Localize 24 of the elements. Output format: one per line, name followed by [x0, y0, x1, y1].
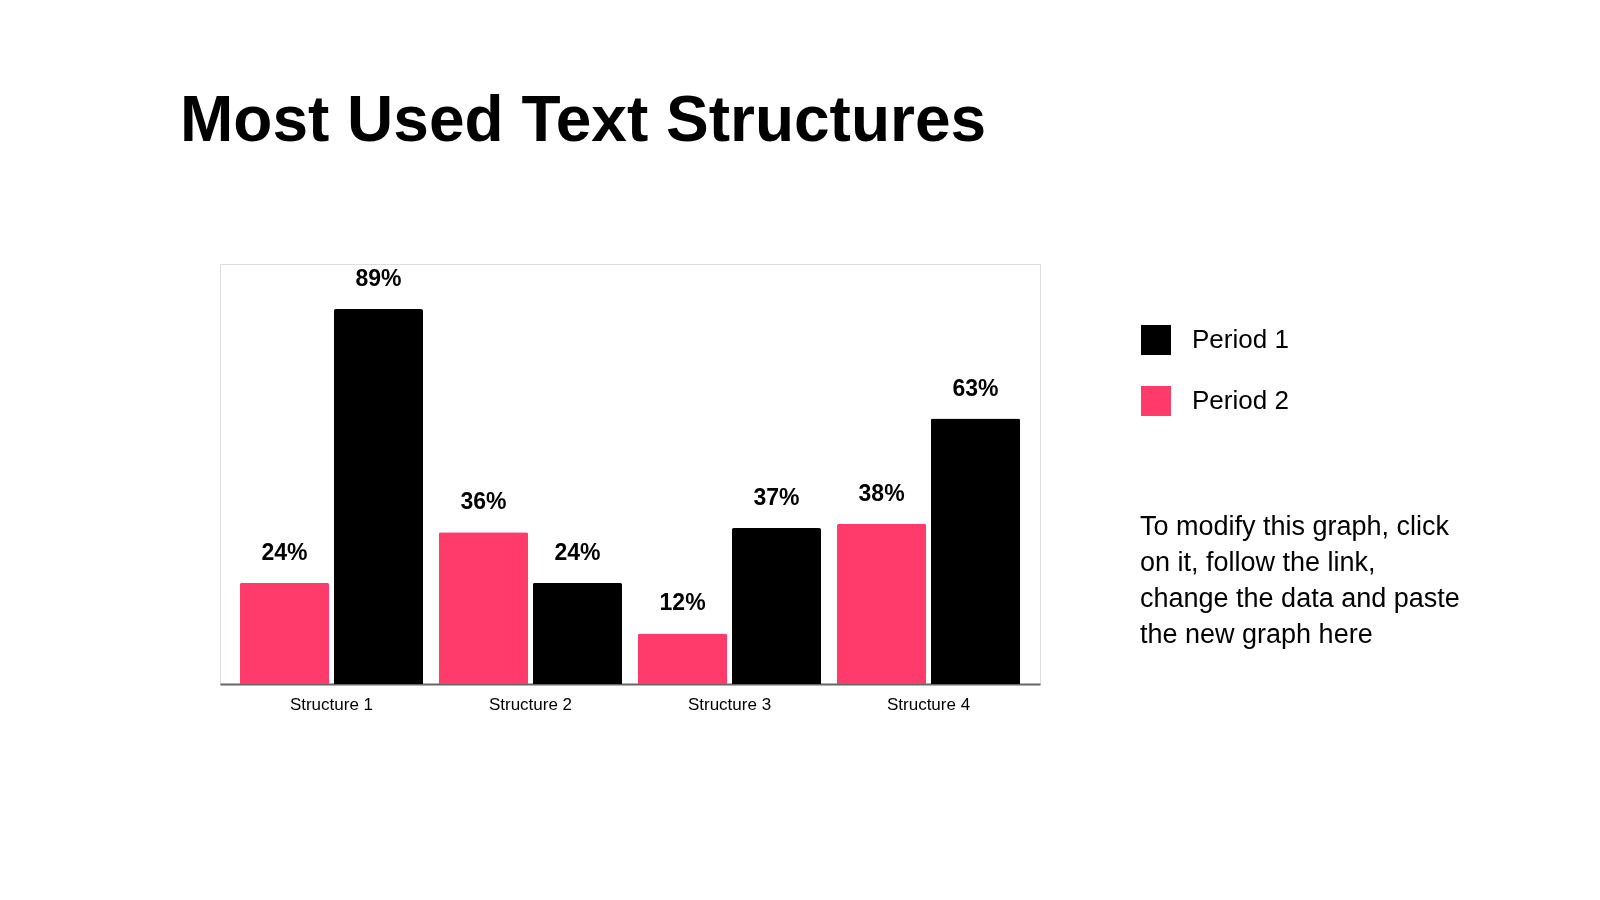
- data-label: 38%: [858, 479, 905, 506]
- legend-label: Period 2: [1192, 385, 1289, 415]
- bar: [836, 523, 927, 684]
- data-label: 12%: [659, 589, 706, 616]
- bar: [438, 532, 529, 684]
- text: To modify this graph, click on it, follow the link, change the data and paste the new graph here: [1140, 511, 1460, 649]
- x-tick-label: Structure 1: [289, 694, 374, 714]
- bar: [239, 582, 330, 684]
- data-label: 24%: [261, 538, 308, 565]
- data-label: 36%: [460, 488, 507, 515]
- chart-title: Most Used Text Structures: [180, 83, 987, 155]
- bar: [333, 309, 424, 684]
- legend-label: Period 1: [1192, 324, 1289, 354]
- bar: [532, 582, 623, 684]
- bar: [637, 633, 728, 684]
- data-label: 24%: [554, 538, 601, 565]
- x-tick-label: Structure 3: [687, 694, 772, 714]
- bar: [731, 528, 822, 684]
- data-label: 37%: [753, 484, 800, 511]
- x-tick-label: Structure 2: [488, 694, 573, 714]
- data-label: 63%: [952, 374, 999, 401]
- x-tick-label: Structure 4: [886, 694, 971, 714]
- data-label: 89%: [355, 265, 402, 291]
- bar: [930, 418, 1021, 684]
